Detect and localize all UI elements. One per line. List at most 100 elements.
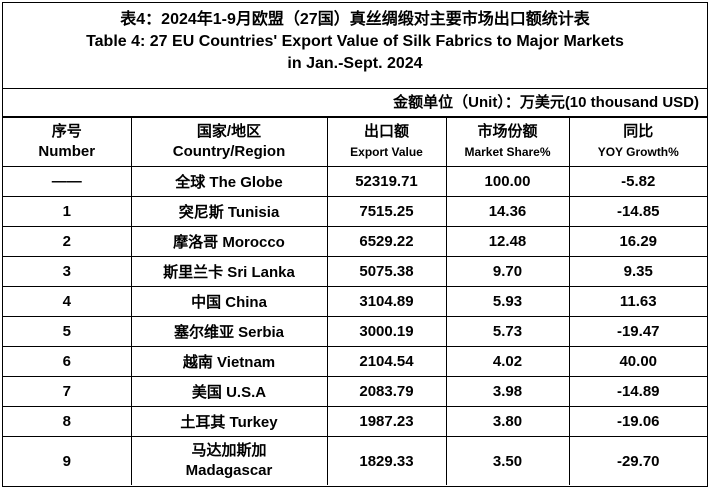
cell: 16.29 [568, 226, 707, 257]
cell-text: -29.70 [616, 452, 660, 470]
cell-text: 6 [62, 353, 71, 370]
cell: 5.73 [445, 316, 570, 347]
cell: 6529.22 [326, 226, 447, 257]
cell: 100.00 [445, 166, 570, 197]
data-row: 4 中国 China 3104.89 5.93 11.63 [3, 286, 707, 317]
cell: 4.02 [445, 346, 570, 377]
cell-text: -19.47 [616, 323, 660, 340]
unit-label: 金额单位（Unit）：万美元(10 thousand USD) [3, 89, 707, 117]
cell: 40.00 [568, 346, 707, 377]
cell-text: -14.85 [616, 203, 660, 220]
cell: 3104.89 [326, 286, 447, 317]
cell: 斯里兰卡 Sri Lanka [130, 256, 328, 287]
title-zh: 表4：2024年1-9月欧盟（27国）真丝绸缎对主要市场出口额统计表 [120, 11, 590, 28]
title-en: Table 4: 27 EU Countries' Export Value o… [86, 33, 624, 50]
cell-text: 美国 U.S.A [191, 384, 267, 401]
cell-text: 突尼斯 Tunisia [178, 204, 280, 221]
header-text: Country/Region [172, 143, 286, 160]
cell: 摩洛哥 Morocco [130, 226, 328, 257]
cell-text: 7 [62, 383, 71, 400]
cell: -14.85 [568, 196, 707, 227]
cell-text: 4 [62, 293, 71, 310]
cell-text: 7515.25 [359, 203, 414, 220]
header-text: YOY Growth% [597, 145, 679, 159]
cell-text: 越南 Vietnam [182, 354, 276, 371]
cell-text: 5075.38 [359, 263, 414, 280]
cell: -5.82 [568, 166, 707, 197]
cell-text: 3000.19 [359, 323, 414, 340]
cell-text: 9.70 [492, 263, 523, 280]
header-row: 序号 Number 国家/地区 Country/Region 出口额 Export Val… [3, 117, 707, 167]
cell: 7515.25 [326, 196, 447, 227]
cell-text: 100.00 [484, 173, 531, 190]
cell: —— [3, 166, 132, 197]
cell-text: 5.93 [492, 293, 523, 310]
cell: -19.47 [568, 316, 707, 347]
cell-text: -5.82 [621, 173, 656, 190]
header-text: Export Value [350, 145, 423, 159]
header-cell: 国家/地区 Country/Region [130, 117, 328, 167]
cell-text: 9.35 [623, 263, 653, 280]
header-text: 国家/地区 [196, 123, 262, 140]
cell-text: 全球 The Globe [175, 174, 283, 191]
cell-text: 1829.33 [359, 452, 414, 470]
data-row: 2 摩洛哥 Morocco 6529.22 12.48 16.29 [3, 226, 707, 257]
cell-text: 马达加斯加 Madagascar [185, 442, 273, 479]
cell: 9.70 [445, 256, 570, 287]
data-row: 1 突尼斯 Tunisia 7515.25 14.36 -14.85 [3, 196, 707, 227]
cell: 14.36 [445, 196, 570, 227]
header-text: 序号 [51, 123, 82, 140]
cell: 2104.54 [326, 346, 447, 377]
cell-text: 9 [62, 452, 71, 470]
cell: 1987.23 [326, 406, 447, 437]
cell-text: 3.98 [492, 383, 523, 400]
cell-text: 塞尔维亚 Serbia [173, 324, 285, 341]
title-en: in Jan.-Sept. 2024 [287, 55, 423, 72]
cell-text: 1 [62, 203, 71, 220]
cell-text: 2104.54 [359, 353, 414, 370]
cell-text: 52319.71 [355, 173, 418, 190]
title-block: 表4：2024年1-9月欧盟（27国）真丝绸缎对主要市场出口额统计表 Table… [3, 3, 707, 89]
cell-text: 1987.23 [359, 413, 414, 430]
cell: 5.93 [445, 286, 570, 317]
cell-text: 4.02 [492, 353, 523, 370]
header-cell: 序号 Number [3, 117, 132, 167]
cell: 3 [3, 256, 132, 287]
cell-text: -14.89 [616, 383, 660, 400]
cell-text: 2083.79 [359, 383, 414, 400]
cell: 美国 U.S.A [130, 376, 328, 407]
cell: 1 [3, 196, 132, 227]
cell-text: 6529.22 [359, 233, 414, 250]
data-row: 6 越南 Vietnam 2104.54 4.02 40.00 [3, 346, 707, 377]
cell: 12.48 [445, 226, 570, 257]
cell: 3.98 [445, 376, 570, 407]
cell: 越南 Vietnam [130, 346, 328, 377]
cell: 3.80 [445, 406, 570, 437]
cell: 土耳其 Turkey [130, 406, 328, 437]
cell: 马达加斯加 Madagascar [130, 436, 328, 485]
cell: 塞尔维亚 Serbia [130, 316, 328, 347]
cell-text: 3 [62, 263, 71, 280]
header-text: 同比 [623, 123, 654, 140]
data-row: 9 马达加斯加 Madagascar 1829.33 3.50 -29.70 [3, 436, 707, 485]
cell-text: 3104.89 [359, 293, 414, 310]
cell-text: 2 [62, 233, 71, 250]
cell: 11.63 [568, 286, 707, 317]
cell: 9 [3, 436, 132, 485]
cell-text: 3.80 [492, 413, 523, 430]
cell: 3000.19 [326, 316, 447, 347]
cell: 3.50 [445, 436, 570, 485]
data-row: 5 塞尔维亚 Serbia 3000.19 5.73 -19.47 [3, 316, 707, 347]
cell-text: 5.73 [492, 323, 523, 340]
cell-text: 40.00 [619, 353, 658, 370]
header-cell: 同比 YOY Growth% [568, 117, 707, 167]
cell-text: 14.36 [488, 203, 527, 220]
cell-text: -19.06 [616, 413, 660, 430]
cell-text: 12.48 [488, 233, 527, 250]
cell: 突尼斯 Tunisia [130, 196, 328, 227]
cell-text: 摩洛哥 Morocco [173, 234, 285, 251]
data-row: —— 全球 The Globe 52319.71 100.00 -5.82 [3, 166, 707, 197]
cell: -29.70 [568, 436, 707, 485]
